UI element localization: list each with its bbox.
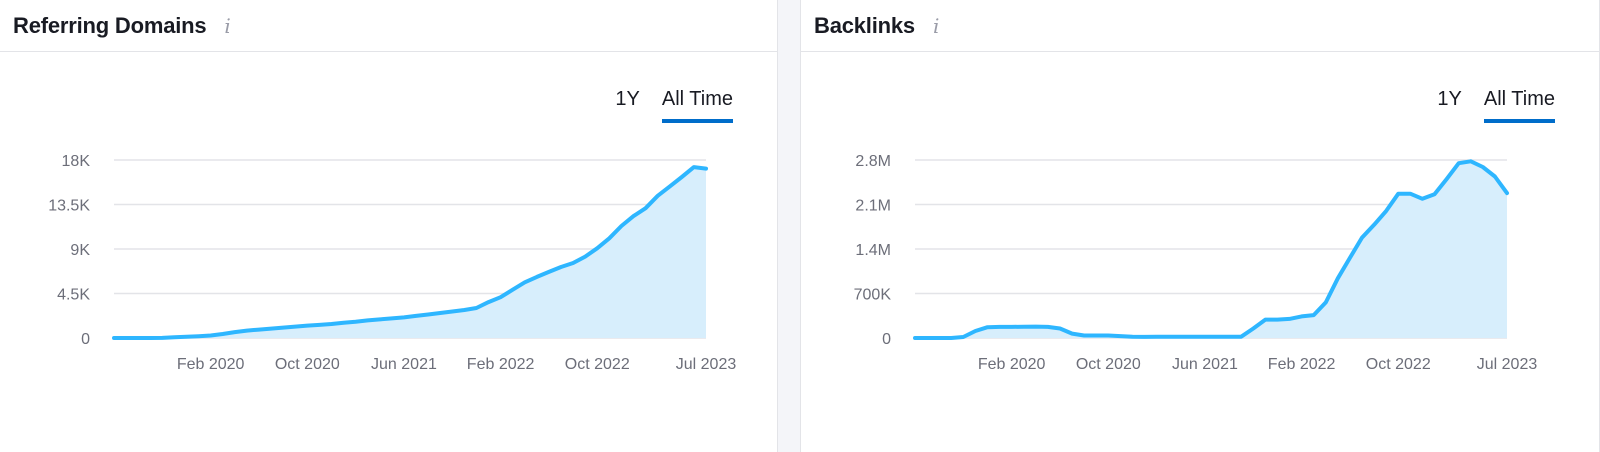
y-tick-label: 0 xyxy=(882,331,891,348)
x-tick-label: Oct 2020 xyxy=(1076,356,1141,373)
info-icon[interactable]: i xyxy=(224,13,231,38)
tab-all-time[interactable]: All Time xyxy=(661,88,733,123)
x-tick-label: Jul 2023 xyxy=(676,356,737,373)
time-range-tabs: 1Y All Time xyxy=(1437,88,1555,123)
y-tick-label: 13.5K xyxy=(48,198,90,215)
y-tick-label: 2.1M xyxy=(855,198,891,215)
x-tick-label: Oct 2020 xyxy=(275,356,340,373)
backlinks-chart: 0 700K 1.4M 2.1M 2.8M Feb 2020 Oct 2020 Jun 202… xyxy=(854,153,1538,373)
x-tick-label: Feb 2022 xyxy=(467,356,535,373)
referring-domains-card: Referring Domains i 1Y All Time 0 4.5K 9K 1… xyxy=(0,0,778,452)
x-tick-label: Feb 2020 xyxy=(978,356,1046,373)
tab-1y[interactable]: 1Y xyxy=(615,88,640,110)
x-tick-label: Jul 2023 xyxy=(1477,356,1538,373)
y-tick-label: 9K xyxy=(70,242,90,259)
series-line xyxy=(913,159,1509,340)
time-range-tabs: 1Y All Time xyxy=(615,88,733,123)
x-tick-label: Feb 2020 xyxy=(177,356,245,373)
x-tick-label: Oct 2022 xyxy=(565,356,630,373)
y-tick-label: 1.4M xyxy=(855,242,891,259)
series-line xyxy=(112,165,708,340)
y-tick-label: 18K xyxy=(62,153,91,170)
backlinks-card: Backlinks i 1Y All Time 0 700K 1.4M 2.1M 2.8… xyxy=(800,0,1600,452)
card-title: Referring Domains xyxy=(13,12,207,38)
y-tick-label: 0 xyxy=(81,331,90,348)
y-tick-label: 2.8M xyxy=(855,153,891,170)
y-tick-label: 4.5K xyxy=(57,287,90,304)
info-icon[interactable]: i xyxy=(932,13,940,38)
x-tick-label: Jun 2021 xyxy=(1172,356,1238,373)
card-title: Backlinks xyxy=(814,12,915,38)
referring-domains-chart: 0 4.5K 9K 13.5K 18K Feb 2020 Oct 2020 Jun 2021 F… xyxy=(48,153,737,373)
tab-all-time[interactable]: All Time xyxy=(1483,88,1555,123)
series-area xyxy=(114,167,706,338)
card-header: Backlinks i xyxy=(801,0,1599,52)
x-tick-label: Jun 2021 xyxy=(371,356,437,373)
card-header: Referring Domains i xyxy=(0,0,777,52)
x-tick-label: Feb 2022 xyxy=(1268,356,1336,373)
tab-1y[interactable]: 1Y xyxy=(1437,88,1462,110)
y-tick-label: 700K xyxy=(854,287,892,304)
series-area xyxy=(915,161,1507,338)
x-tick-label: Oct 2022 xyxy=(1366,356,1431,373)
